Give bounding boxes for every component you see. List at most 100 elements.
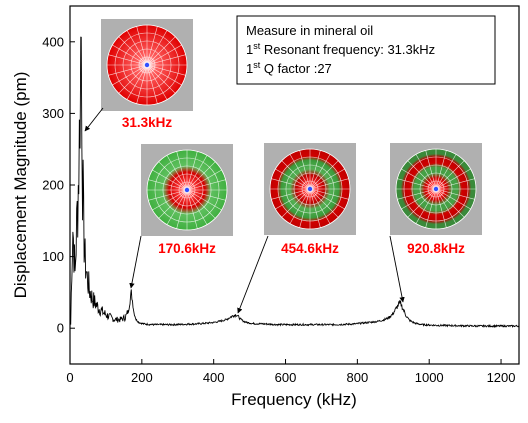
mesh-spoke — [146, 64, 182, 86]
mesh-spoke — [309, 178, 349, 190]
x-tick-label: 400 — [203, 370, 225, 385]
mesh-spoke — [275, 188, 311, 210]
annotation-label-2: 170.6kHz — [158, 241, 216, 256]
mesh-ring — [130, 48, 164, 82]
mesh-spoke — [146, 64, 168, 100]
mesh-spoke — [146, 36, 176, 66]
mesh-spoke — [309, 188, 321, 228]
mesh-spoke — [108, 54, 148, 66]
mesh-spoke — [425, 150, 437, 190]
info-line-3: 1st Q factor :27 — [246, 60, 332, 76]
mesh-spoke — [146, 64, 176, 94]
annotation-label-4: 920.8kHz — [407, 241, 465, 256]
mesh-center-dot — [144, 62, 150, 68]
mesh-spoke — [186, 189, 222, 211]
mesh-spoke — [425, 188, 437, 228]
mesh-spoke — [435, 150, 447, 190]
mesh-spoke — [186, 155, 208, 191]
mesh-spoke — [108, 64, 148, 76]
mesh-spoke — [136, 64, 148, 104]
mesh-center-dot — [184, 187, 190, 193]
mesh-spoke — [118, 36, 148, 66]
x-tick-label: 600 — [275, 370, 297, 385]
mesh-spoke — [275, 168, 311, 190]
mesh-spoke — [158, 189, 188, 219]
annotation-arrow-3 — [237, 235, 269, 314]
mesh-spoke — [126, 30, 148, 66]
mesh-spoke — [309, 188, 331, 224]
mesh-ring — [411, 164, 461, 214]
mesh-spoke — [186, 169, 222, 191]
mesh-spoke — [435, 178, 475, 190]
mesh-spoke — [112, 64, 148, 86]
mesh-ring — [114, 32, 180, 98]
mesh-spoke — [397, 188, 437, 200]
mesh-spoke — [299, 150, 311, 190]
mesh-spoke — [435, 168, 471, 190]
mesh-spoke — [186, 189, 216, 219]
x-axis-ticks: 0 200 400 600 800 1000 1200 — [66, 359, 516, 385]
mesh-spoke — [186, 161, 216, 191]
mesh-spoke — [146, 26, 158, 66]
mesh-spoke — [309, 188, 345, 210]
mesh-spoke — [309, 150, 321, 190]
mesh-spoke — [186, 151, 198, 191]
mesh-spoke — [309, 168, 345, 190]
mesh-spoke — [152, 169, 188, 191]
mesh-spoke — [146, 64, 186, 76]
mesh-spoke — [309, 188, 339, 218]
mesh-spoke — [146, 30, 168, 66]
mesh-center-dot — [433, 186, 439, 192]
info-line-1: Measure in mineral oil — [246, 23, 373, 38]
mesh-spoke — [435, 188, 447, 228]
y-tick-label: 100 — [42, 249, 64, 264]
mesh-spoke — [289, 188, 311, 224]
mesh-spoke — [309, 188, 349, 200]
annotation-arrow-2 — [129, 235, 142, 289]
mode-shape-1-image — [101, 19, 193, 111]
mesh-ring — [154, 157, 220, 223]
mesh-spoke — [186, 189, 226, 201]
mode-shape-2-image — [141, 144, 233, 236]
mesh-ring — [419, 172, 453, 206]
annotation-label-1: 31.3kHz — [122, 115, 173, 130]
mesh-ring — [285, 164, 335, 214]
mode-shape-4-image — [390, 143, 482, 235]
mesh-spoke — [299, 188, 311, 228]
mesh-ring — [122, 40, 172, 90]
mesh-spoke — [176, 151, 188, 191]
mesh-spoke — [397, 178, 437, 190]
mesh-ring — [170, 173, 204, 207]
y-tick-label: 400 — [42, 34, 64, 49]
info-box: Measure in mineral oil 1st Resonant freq… — [236, 15, 496, 85]
mesh-spoke — [148, 179, 188, 191]
mesh-spoke — [415, 154, 437, 190]
y-tick-label: 300 — [42, 106, 64, 121]
mesh-spoke — [186, 189, 198, 229]
mesh-ring — [162, 165, 212, 215]
mesh-spoke — [146, 44, 182, 66]
mesh-spoke — [136, 26, 148, 66]
annotation-arrow-1 — [84, 107, 104, 132]
mesh-spoke — [435, 188, 465, 218]
y-axis-ticks: 0 100 200 300 400 — [42, 34, 75, 336]
info-line-2: 1st Resonant frequency: 31.3kHz — [246, 41, 435, 57]
mesh-spoke — [146, 64, 158, 104]
mesh-spoke — [158, 161, 188, 191]
mesh-center-dot — [307, 186, 313, 192]
y-tick-label: 200 — [42, 178, 64, 193]
annotation-arrow-4 — [389, 235, 405, 303]
mesh-spoke — [401, 188, 437, 210]
mesh-spoke — [289, 154, 311, 190]
mesh-spoke — [281, 188, 311, 218]
x-tick-label: 1200 — [487, 370, 516, 385]
mesh-ring — [293, 172, 327, 206]
mesh-spoke — [126, 64, 148, 100]
annotation-label-3: 454.6kHz — [281, 241, 339, 256]
mesh-spoke — [112, 44, 148, 66]
mesh-spoke — [415, 188, 437, 224]
mesh-spoke — [435, 188, 475, 200]
x-tick-label: 200 — [131, 370, 153, 385]
mode-shape-3-image — [264, 143, 356, 235]
